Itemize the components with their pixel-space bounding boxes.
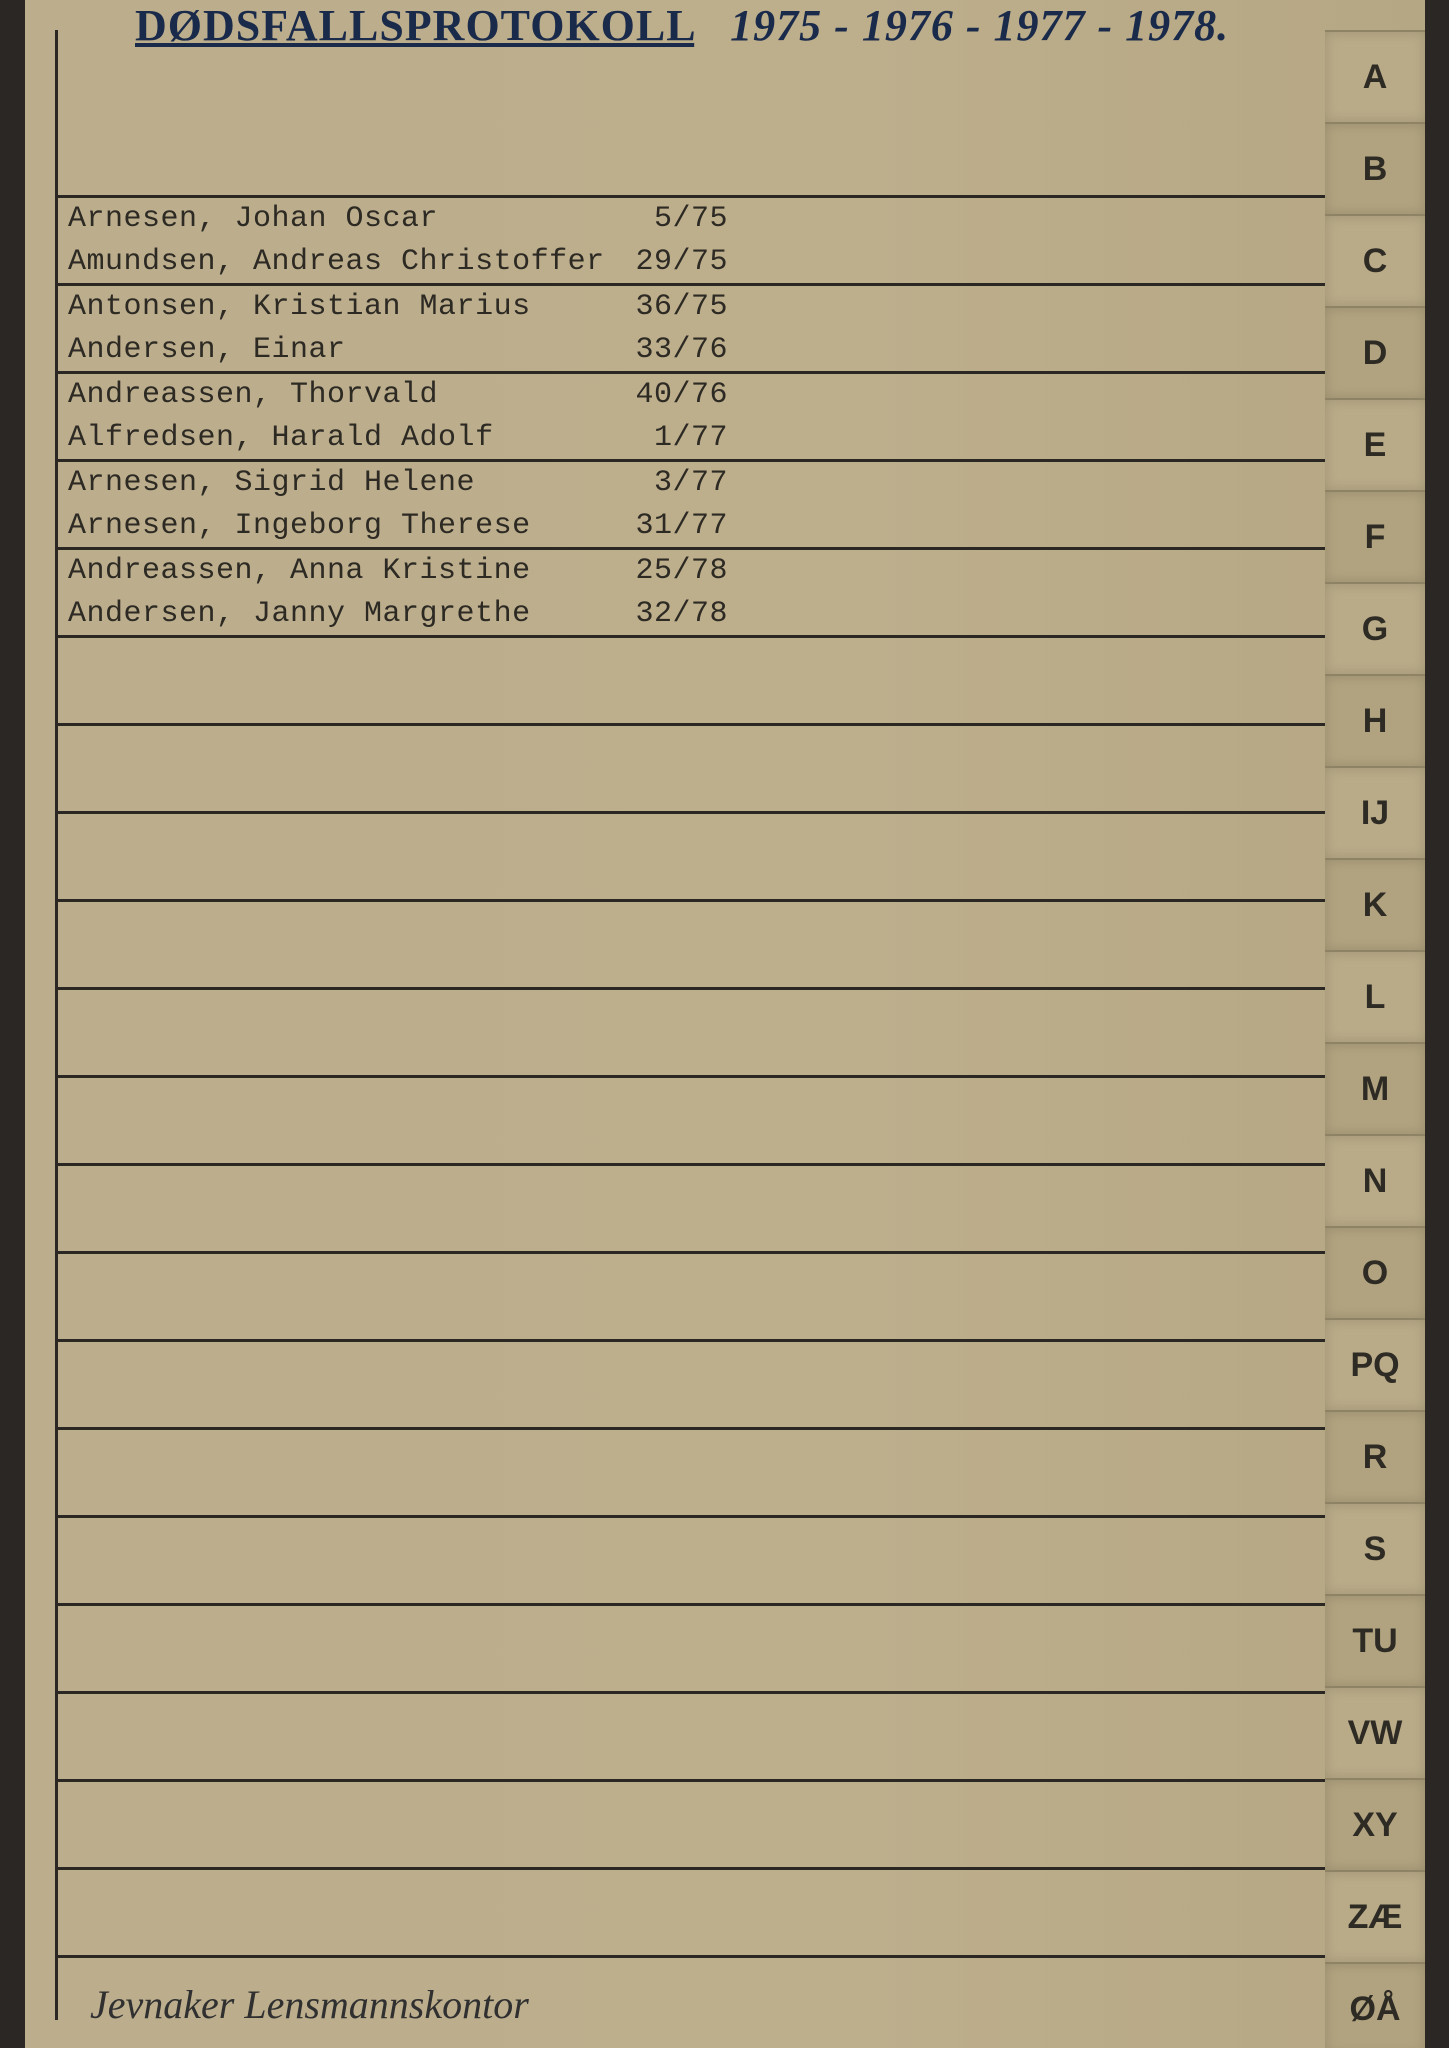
- index-tab-e[interactable]: E: [1325, 398, 1425, 492]
- ledger-rows: Arnesen, Johan Oscar5/75Amundsen, Andrea…: [58, 110, 1328, 1958]
- table-row: Andreassen, Anna Kristine25/78Andersen, …: [58, 550, 1328, 638]
- table-row: [58, 1342, 1328, 1430]
- entry-ref: 5/75: [608, 202, 728, 236]
- entry-name: Andreassen, Anna Kristine: [68, 554, 608, 588]
- index-tab-xy[interactable]: XY: [1325, 1778, 1425, 1872]
- entry-name: Andersen, Janny Margrethe: [68, 597, 608, 631]
- entry-name: Arnesen, Sigrid Helene: [68, 466, 608, 500]
- scan-backdrop: DØDSFALLSPROTOKOLL 1975 - 1976 - 1977 - …: [0, 0, 1449, 2048]
- handwritten-header: DØDSFALLSPROTOKOLL 1975 - 1976 - 1977 - …: [135, 0, 1229, 51]
- entry-ref: 25/78: [608, 554, 728, 588]
- index-tab-f[interactable]: F: [1325, 490, 1425, 584]
- header-years: 1975 - 1976 - 1977 - 1978.: [730, 1, 1229, 50]
- index-tab-a[interactable]: A: [1325, 30, 1425, 124]
- index-tab-k[interactable]: K: [1325, 858, 1425, 952]
- table-entry: Arnesen, Ingeborg Therese31/77: [68, 509, 1328, 543]
- entry-ref: 32/78: [608, 597, 728, 631]
- entry-name: Andersen, Einar: [68, 333, 608, 367]
- table-row: [58, 110, 1328, 198]
- entry-ref: 33/76: [608, 333, 728, 367]
- table-entry: Arnesen, Johan Oscar5/75: [68, 202, 1328, 236]
- table-entry: Andersen, Janny Margrethe32/78: [68, 597, 1328, 631]
- entry-name: Andreassen, Thorvald: [68, 378, 608, 412]
- table-row: [58, 814, 1328, 902]
- table-row: Antonsen, Kristian Marius36/75Andersen, …: [58, 286, 1328, 374]
- table-row: [58, 1166, 1328, 1254]
- entry-name: Alfredsen, Harald Adolf: [68, 421, 608, 455]
- table-row: [58, 902, 1328, 990]
- table-row: [58, 1870, 1328, 1958]
- index-tab-b[interactable]: B: [1325, 122, 1425, 216]
- index-tab-s[interactable]: S: [1325, 1502, 1425, 1596]
- entry-name: Antonsen, Kristian Marius: [68, 290, 608, 324]
- table-row: [58, 1430, 1328, 1518]
- handwritten-footer: Jevnaker Lensmannskontor: [90, 1981, 529, 2028]
- index-tab-n[interactable]: N: [1325, 1134, 1425, 1228]
- index-tab-c[interactable]: C: [1325, 214, 1425, 308]
- entry-ref: 31/77: [608, 509, 728, 543]
- index-tab-d[interactable]: D: [1325, 306, 1425, 400]
- table-row: Arnesen, Johan Oscar5/75Amundsen, Andrea…: [58, 198, 1328, 286]
- index-tab-tu[interactable]: TU: [1325, 1594, 1425, 1688]
- entry-name: Arnesen, Johan Oscar: [68, 202, 608, 236]
- index-tab-r[interactable]: R: [1325, 1410, 1425, 1504]
- entry-name: Amundsen, Andreas Christoffer: [68, 245, 608, 279]
- entry-ref: 40/76: [608, 378, 728, 412]
- table-row: [58, 1782, 1328, 1870]
- index-tab-zæ[interactable]: ZÆ: [1325, 1870, 1425, 1964]
- entry-ref: 3/77: [608, 466, 728, 500]
- table-row: [58, 1694, 1328, 1782]
- table-row: [58, 1078, 1328, 1166]
- index-tab-ij[interactable]: IJ: [1325, 766, 1425, 860]
- table-entry: Andreassen, Anna Kristine25/78: [68, 554, 1328, 588]
- table-entry: Arnesen, Sigrid Helene3/77: [68, 466, 1328, 500]
- table-row: Andreassen, Thorvald40/76Alfredsen, Hara…: [58, 374, 1328, 462]
- alphabet-tabs: ABCDEFGHIJKLMNOPQRSTUVWXYZÆØÅ: [1325, 30, 1425, 2048]
- table-entry: Antonsen, Kristian Marius36/75: [68, 290, 1328, 324]
- table-row: [58, 1606, 1328, 1694]
- table-row: Arnesen, Sigrid Helene3/77Arnesen, Ingeb…: [58, 462, 1328, 550]
- table-row: [58, 726, 1328, 814]
- table-row: [58, 1518, 1328, 1606]
- table-row: [58, 638, 1328, 726]
- index-tab-vw[interactable]: VW: [1325, 1686, 1425, 1780]
- index-tab-o[interactable]: O: [1325, 1226, 1425, 1320]
- entry-name: Arnesen, Ingeborg Therese: [68, 509, 608, 543]
- index-tab-m[interactable]: M: [1325, 1042, 1425, 1136]
- table-entry: Andersen, Einar33/76: [68, 333, 1328, 367]
- index-tab-øå[interactable]: ØÅ: [1325, 1962, 1425, 2048]
- table-entry: Amundsen, Andreas Christoffer29/75: [68, 245, 1328, 279]
- entry-ref: 36/75: [608, 290, 728, 324]
- ledger-page: DØDSFALLSPROTOKOLL 1975 - 1976 - 1977 - …: [25, 0, 1425, 2048]
- table-entry: Alfredsen, Harald Adolf1/77: [68, 421, 1328, 455]
- index-tab-g[interactable]: G: [1325, 582, 1425, 676]
- table-row: [58, 1254, 1328, 1342]
- entry-ref: 29/75: [608, 245, 728, 279]
- header-title: DØDSFALLSPROTOKOLL: [135, 1, 694, 50]
- entry-ref: 1/77: [608, 421, 728, 455]
- index-tab-h[interactable]: H: [1325, 674, 1425, 768]
- index-tab-pq[interactable]: PQ: [1325, 1318, 1425, 1412]
- table-entry: Andreassen, Thorvald40/76: [68, 378, 1328, 412]
- index-tab-l[interactable]: L: [1325, 950, 1425, 1044]
- table-row: [58, 990, 1328, 1078]
